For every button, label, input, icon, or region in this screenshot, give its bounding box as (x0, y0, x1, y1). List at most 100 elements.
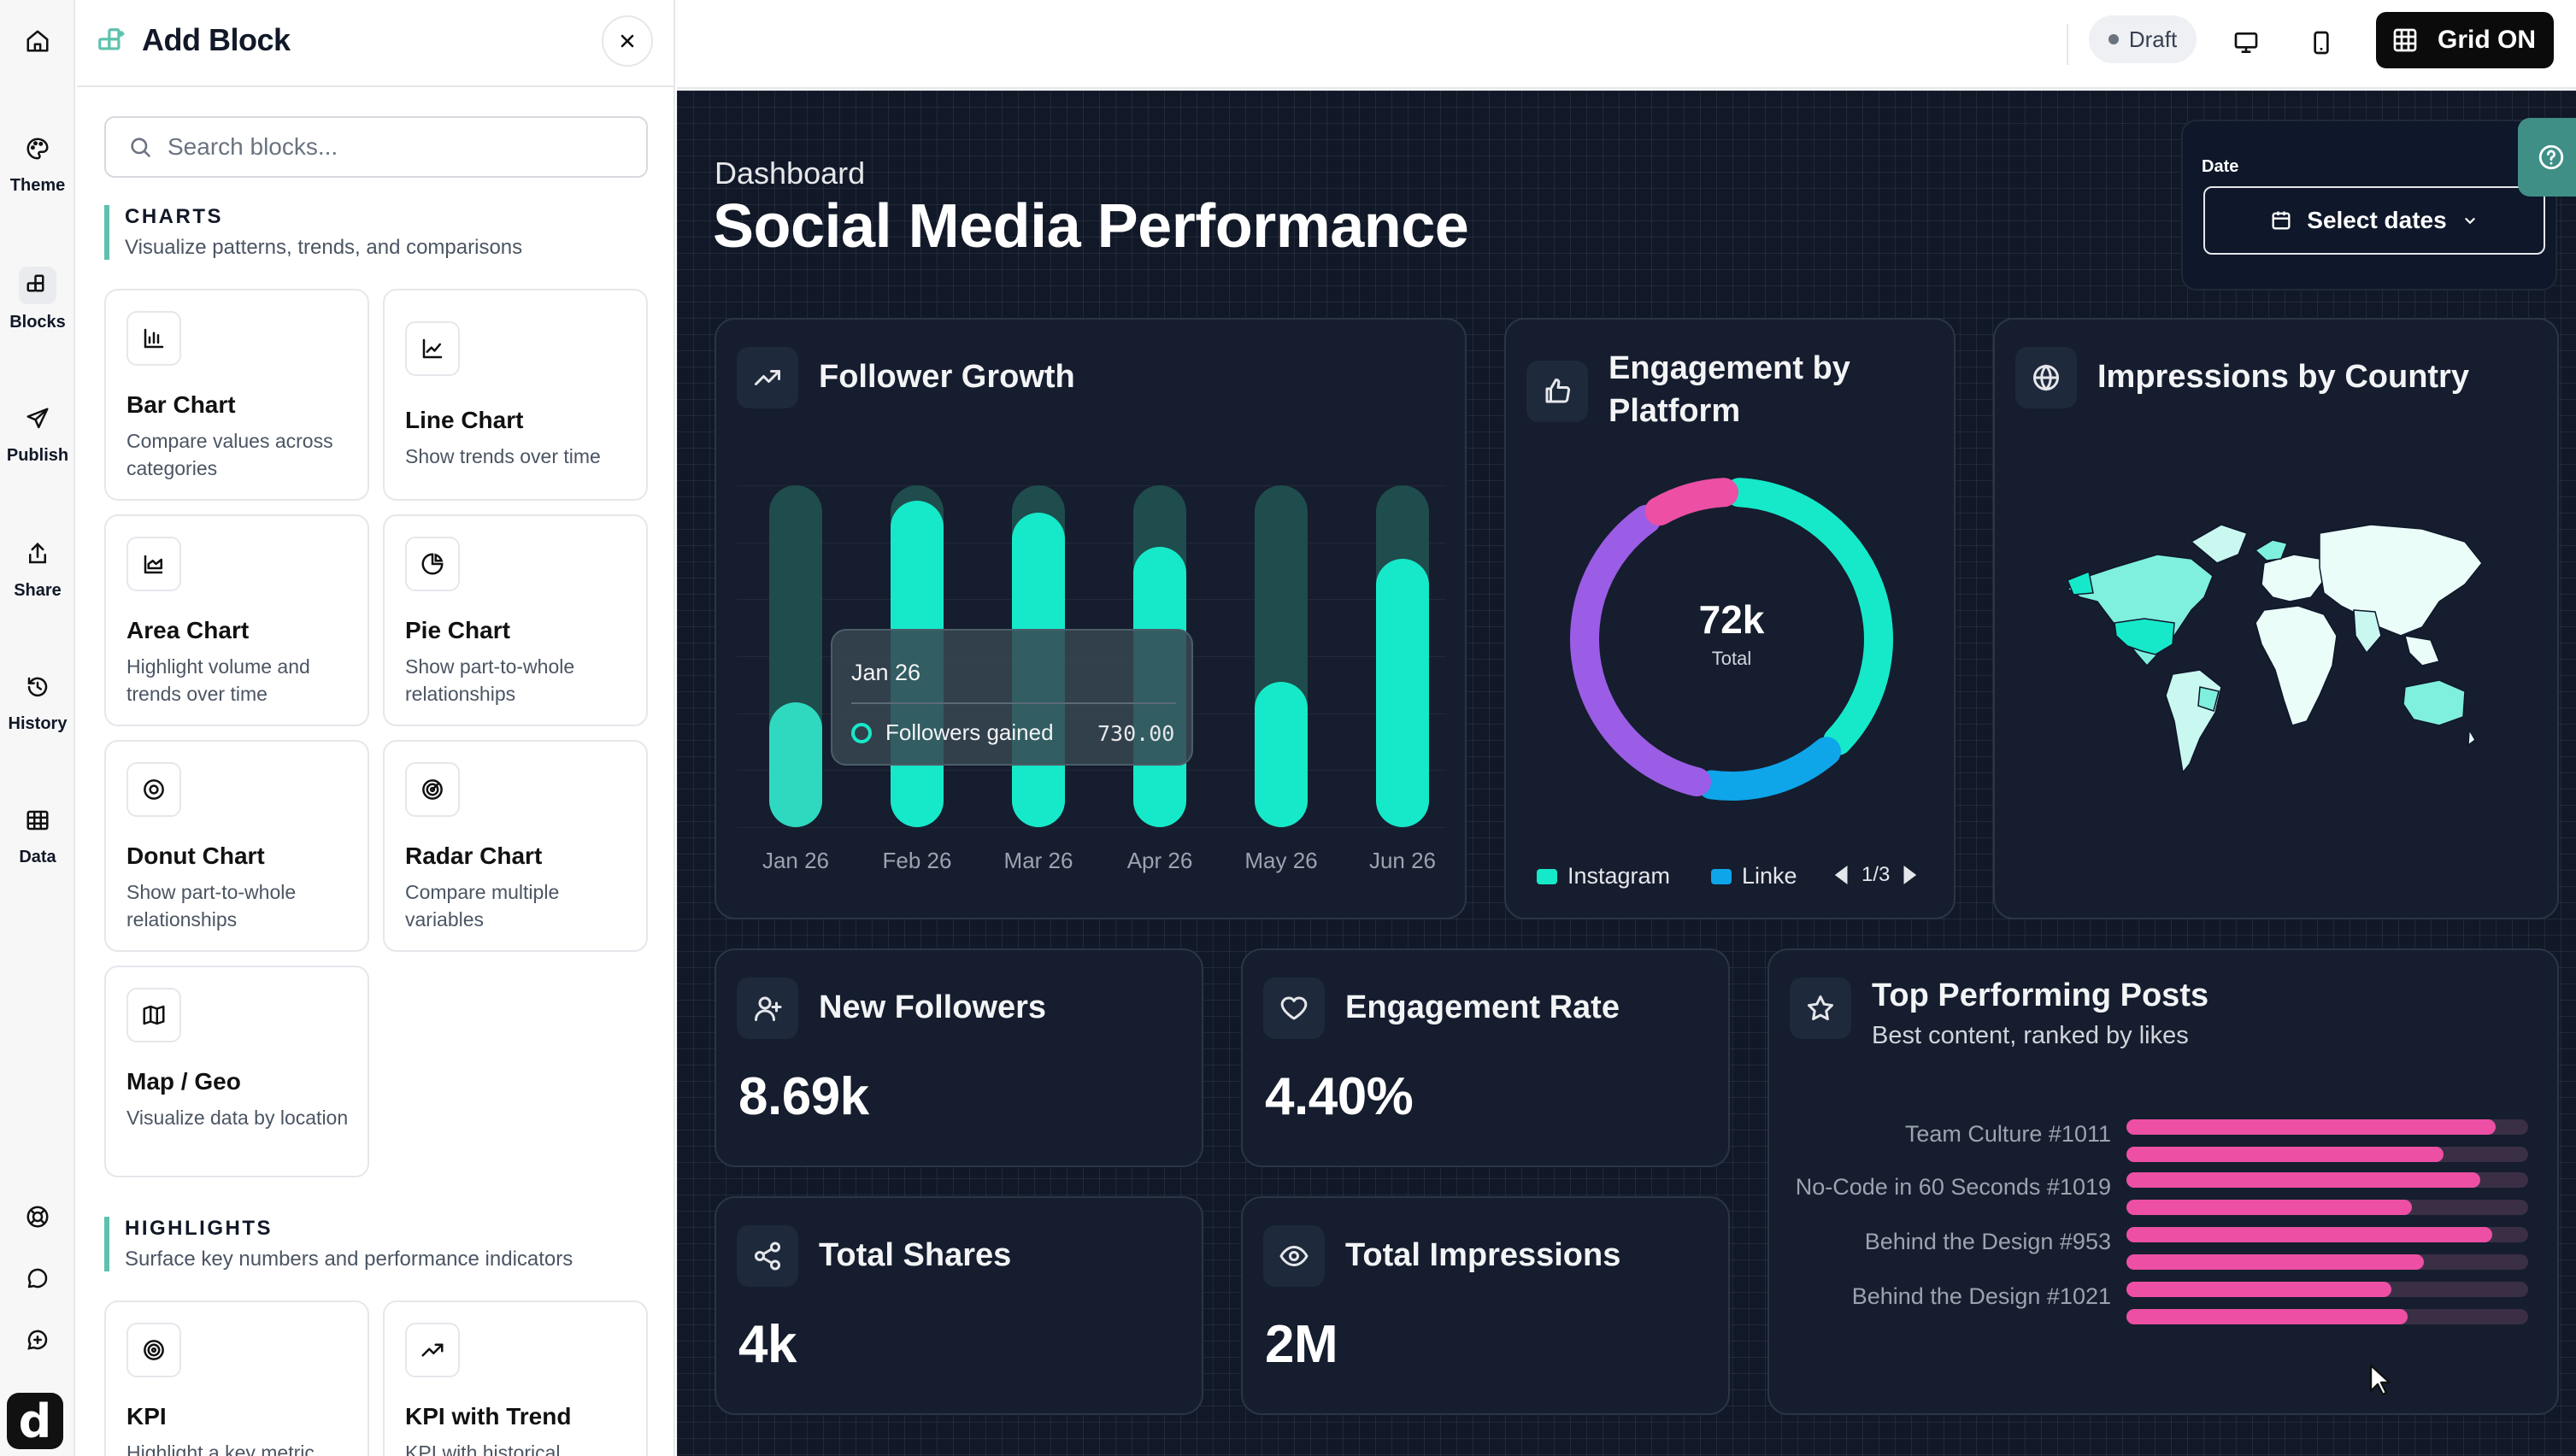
rail-item-data[interactable]: Data (0, 783, 75, 885)
kpi-engagement-rate[interactable]: Engagement Rate 4.40% (1241, 948, 1730, 1167)
block-name: Line Chart (405, 407, 524, 433)
grid-toggle-button[interactable]: Grid ON (2376, 12, 2554, 68)
home-button[interactable] (15, 19, 60, 63)
panel-title: Add Block (142, 22, 291, 57)
feedback-button[interactable] (15, 1318, 60, 1362)
desktop-preview-button[interactable] (2222, 19, 2270, 67)
section-highlights: HIGHLIGHTS Surface key numbers and perfo… (104, 1217, 573, 1271)
block-card-kpi-with-trend[interactable]: KPI with Trend KPI with historical (383, 1300, 648, 1456)
message-plus-icon (27, 1330, 48, 1350)
kpi-title: Total Impressions (1345, 1237, 1621, 1273)
block-name: Radar Chart (405, 842, 543, 869)
chat-button[interactable] (15, 1256, 60, 1300)
block-description: Highlight a key metric (126, 1441, 315, 1456)
y-tick-label: Behind the Design #1021 (1851, 1283, 2111, 1309)
mobile-preview-button[interactable] (2297, 19, 2345, 67)
block-name: Pie Chart (405, 617, 510, 643)
donut-slice[interactable] (1697, 737, 1842, 801)
kpi-value: 4.40% (1265, 1067, 1414, 1126)
impressions-country-card[interactable]: Impressions by Country (1993, 318, 2559, 919)
kpi-new-followers[interactable]: New Followers 8.69k (715, 948, 1203, 1167)
bar[interactable] (2126, 1119, 2497, 1135)
bar[interactable] (2126, 1282, 2392, 1297)
section-subtitle: Visualize patterns, trends, and comparis… (125, 236, 523, 259)
section-title: CHARTS (125, 205, 223, 228)
block-description: Visualize data by location (126, 1107, 349, 1129)
bar[interactable] (2126, 1227, 2492, 1242)
rail-item-blocks[interactable]: Blocks (0, 248, 75, 350)
calendar-icon (2272, 211, 2291, 230)
card-title: Engagement by Platform (1609, 347, 1850, 432)
block-name: Map / Geo (126, 1068, 241, 1095)
pager-label: 1/3 (1861, 863, 1891, 886)
donut-slice[interactable] (1570, 504, 1711, 797)
tooltip-value: 730.00 (1097, 721, 1175, 746)
rail-item-label: Data (19, 847, 56, 866)
gridline (737, 485, 1446, 486)
bar[interactable] (2126, 1309, 2408, 1324)
block-card-pie-chart[interactable]: Pie Chart Show part-to-whole relationshi… (383, 514, 648, 726)
title-line-2: Platform (1609, 393, 1741, 429)
area-chart-icon (126, 537, 181, 591)
donut-slice[interactable] (1725, 478, 1893, 756)
block-card-area-chart[interactable]: Area Chart Highlight volume and trends o… (104, 514, 369, 726)
donut-chart-icon (126, 762, 181, 817)
rail-item-theme[interactable]: Theme (0, 111, 75, 214)
rail-item-publish[interactable]: Publish (0, 381, 75, 484)
section-charts: CHARTS Visualize patterns, trends, and c… (104, 205, 522, 260)
lifebuoy-icon (26, 1206, 49, 1228)
block-card-radar-chart[interactable]: Radar Chart Compare multiple variables (383, 740, 648, 952)
block-name: KPI (126, 1403, 167, 1430)
caret-right-icon[interactable] (1900, 866, 1917, 884)
grid-icon (2393, 28, 2417, 52)
select-dates-button[interactable]: Select dates (2203, 186, 2545, 255)
bar[interactable] (2126, 1200, 2412, 1215)
bar[interactable] (769, 702, 822, 827)
dashboard-canvas: Dashboard Social Media Performance Date … (677, 91, 2576, 1456)
follower-growth-card[interactable]: Follower Growth Jan 26 Feb 26 Mar 26 Apr 26… (715, 318, 1467, 919)
rail-item-share[interactable]: Share (0, 516, 75, 619)
pie-chart-icon (405, 537, 460, 591)
close-panel-button[interactable] (602, 15, 653, 67)
tooltip-series-marker (851, 723, 872, 743)
app-logo[interactable]: d (7, 1393, 63, 1449)
table-icon (26, 810, 49, 830)
bar[interactable] (1376, 559, 1429, 827)
help-center-button[interactable] (15, 1195, 60, 1239)
tooltip-divider (851, 702, 1176, 704)
rail-item-label: Publish (6, 445, 69, 465)
bar[interactable] (1255, 682, 1308, 827)
block-card-map-geo[interactable]: Map / Geo Visualize data by location (104, 966, 369, 1177)
search-blocks[interactable] (104, 116, 648, 178)
y-tick-label: Behind the Design #953 (1864, 1229, 2111, 1254)
search-input[interactable] (168, 133, 629, 161)
block-card-kpi[interactable]: KPI Highlight a key metric (104, 1300, 369, 1456)
kpi-total-shares[interactable]: Total Shares 4k (715, 1196, 1203, 1415)
grid-toggle-label: Grid ON (2438, 26, 2537, 54)
world-map (2066, 524, 2483, 774)
legend-item-instagram[interactable]: Instagram (1537, 863, 1670, 889)
donut-slice[interactable] (1644, 478, 1738, 526)
tooltip-series-name: Followers gained (885, 719, 1054, 745)
block-card-bar-chart[interactable]: Bar Chart Compare values across categori… (104, 289, 369, 501)
help-button[interactable] (2518, 118, 2576, 197)
kpi-total-impressions[interactable]: Total Impressions 2M (1241, 1196, 1730, 1415)
bar[interactable] (2126, 1172, 2480, 1188)
rail-item-history[interactable]: History (0, 649, 75, 752)
block-card-line-chart[interactable]: Line Chart Show trends over time (383, 289, 648, 501)
legend-swatch (1537, 868, 1557, 884)
block-card-donut-chart[interactable]: Donut Chart Show part-to-whole relations… (104, 740, 369, 952)
top-posts-card[interactable]: Top Performing Posts Best content, ranke… (1767, 948, 2559, 1415)
dashboard-kicker: Dashboard (715, 156, 866, 191)
bar[interactable] (2126, 1254, 2424, 1270)
rail-item-label: Theme (9, 175, 66, 195)
smartphone-icon (2314, 31, 2329, 55)
rail-item-label: History (8, 713, 68, 733)
question-circle-icon (2538, 144, 2564, 170)
caret-left-icon[interactable] (1834, 866, 1851, 884)
legend-item-linkedin[interactable]: Linke (1711, 863, 1805, 889)
globe-icon (2015, 347, 2077, 408)
engagement-card[interactable]: Engagement by Platform 72k Total Instagra… (1504, 318, 1956, 919)
bar[interactable] (2126, 1147, 2444, 1162)
block-description: KPI with historical (405, 1441, 561, 1456)
